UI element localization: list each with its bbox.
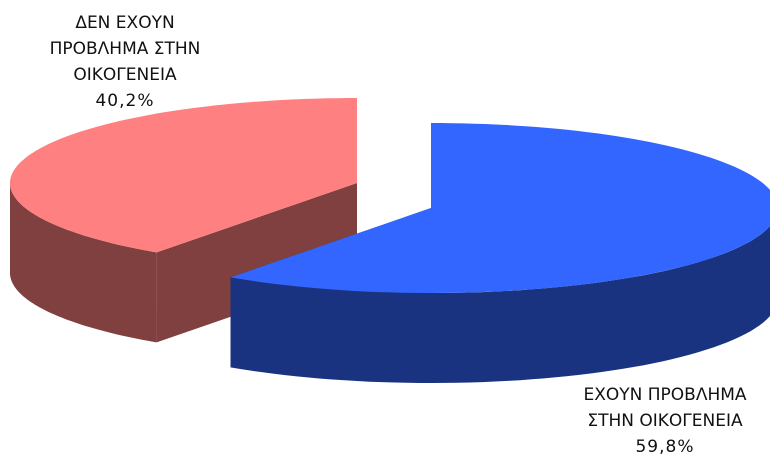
slice-side-no-problem [10,183,157,343]
slice-top-have-problem [230,123,770,293]
slice-side-have-problem [230,226,770,383]
slice-label-have-problem-line-1: ΕΧΟΥΝ ΠΡΟΒΛΗΜΑ [583,385,747,405]
slice-value-have-problem: 59,8% [635,437,695,457]
slice-label-have-problem: ΕΧΟΥΝ ΠΡΟΒΛΗΜΑ ΣΤΗΝ ΟΙΚΟΓΕΝΕΙΑ 59,8% [560,382,770,460]
slice-label-have-problem-line-2: ΣΤΗΝ ΟΙΚΟΓΕΝΕΙΑ [587,411,743,431]
slice-label-no-problem-line-3: ΟΙΚΟΓΕΝΕΙΑ [73,65,177,85]
slice-value-no-problem: 40,2% [95,91,155,111]
slice-top-no-problem [10,98,357,253]
slice-label-no-problem: ΔΕΝ ΕΧΟΥΝ ΠΡΟΒΛΗΜΑ ΣΤΗΝ ΟΙΚΟΓΕΝΕΙΑ 40,2% [20,10,230,114]
slice-cut-no-problem [156,183,357,343]
slice-label-no-problem-line-1: ΔΕΝ ΕΧΟΥΝ [75,13,175,33]
slice-label-no-problem-line-2: ΠΡΟΒΛΗΜΑ ΣΤΗΝ [49,39,201,59]
